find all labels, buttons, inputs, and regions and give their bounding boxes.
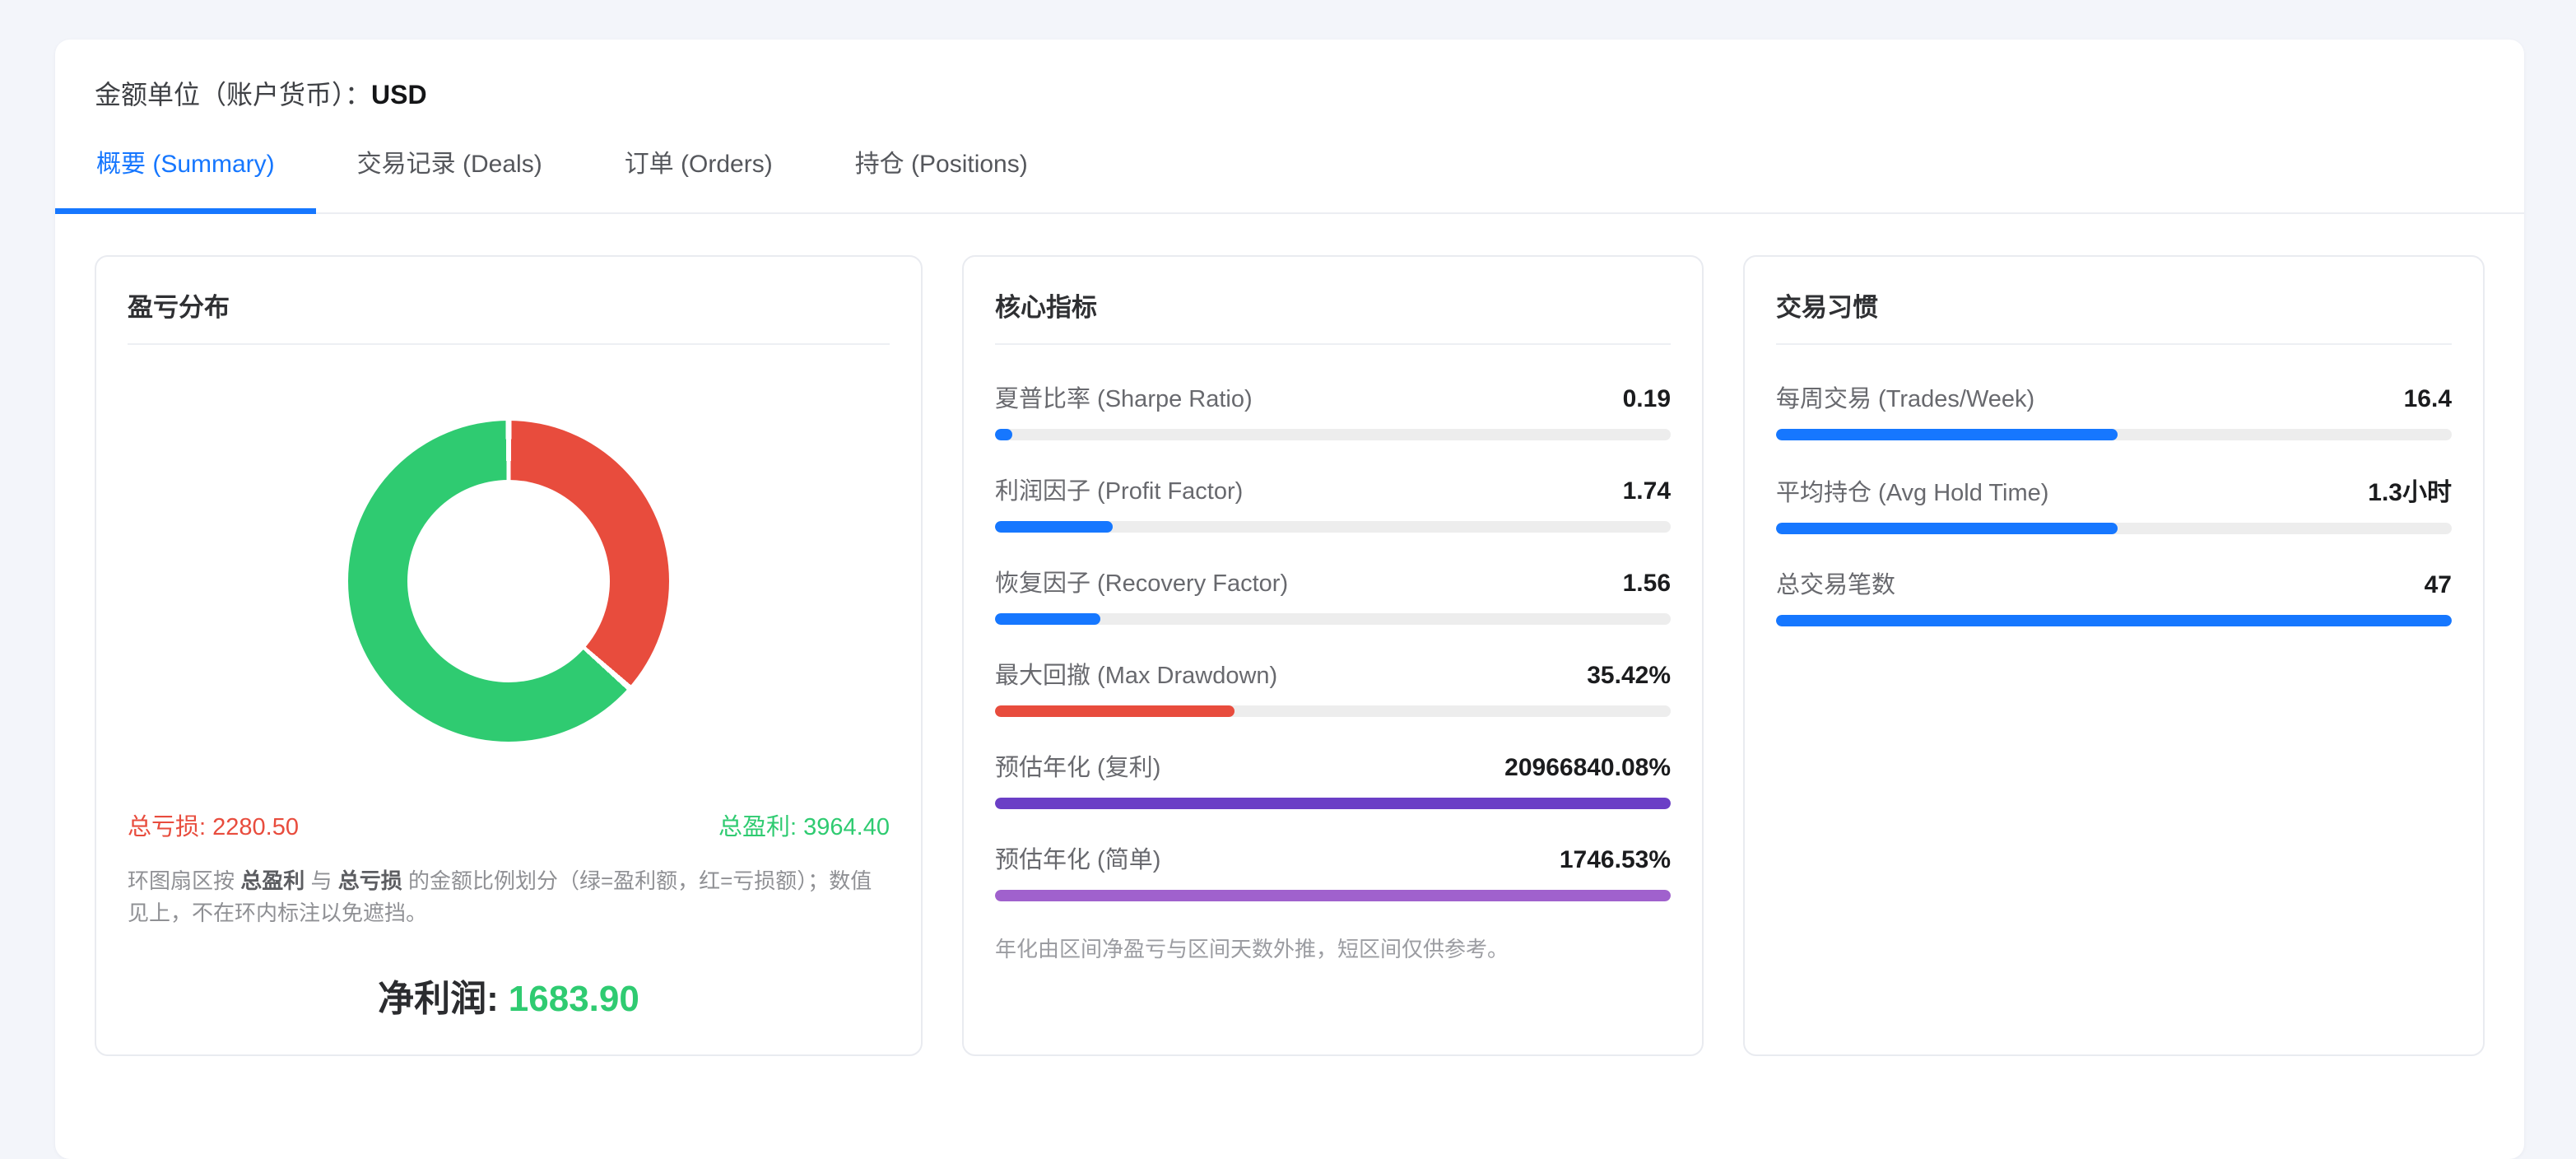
core-card-title: 核心指标: [995, 286, 1671, 323]
total-profit-label: 总盈利:: [718, 814, 797, 840]
metric-bar-fill: [995, 705, 1235, 717]
metric-row-avg-hold-time: 平均持仓 (Avg Hold Time) 1.3小时: [1776, 472, 2452, 534]
metric-row-sharpe-ratio: 夏普比率 (Sharpe Ratio) 0.19: [995, 379, 1671, 440]
metric-label: 最大回撤 (Max Drawdown): [995, 656, 1277, 691]
metric-bar-track: [995, 429, 1671, 440]
tab-positions[interactable]: 持仓 (Positions): [814, 132, 1069, 212]
metric-row-total-trades: 总交易笔数 47: [1776, 566, 2452, 626]
metric-bar-fill: [995, 613, 1100, 625]
pnl-note-text: 与: [305, 868, 337, 893]
metric-value: 1.3小时: [2368, 472, 2452, 508]
tab-orders[interactable]: 订单 (Orders): [584, 132, 814, 212]
pnl-distribution-card: 盈亏分布 总亏损: 2280.50 总盈利: 3964.40 环图扇区按 总盈利…: [95, 255, 923, 1056]
net-profit-label: 净利润:: [378, 979, 499, 1019]
habits-metrics-list: 每周交易 (Trades/Week) 16.4 平均持仓 (Avg Hold T…: [1776, 379, 2452, 626]
metric-bar-track: [995, 798, 1671, 809]
tab-summary[interactable]: 概要 (Summary): [55, 132, 316, 212]
metric-bar-fill: [1776, 523, 2118, 534]
core-metrics-card: 核心指标 夏普比率 (Sharpe Ratio) 0.19 利润因子 (Prof…: [962, 255, 1704, 1056]
total-profit: 总盈利: 3964.40: [718, 808, 890, 842]
currency-unit-value: USD: [371, 80, 427, 109]
divider: [128, 343, 890, 345]
metric-value: 1.74: [1623, 477, 1671, 505]
metric-row-annualized-simple: 预估年化 (简单) 1746.53%: [995, 840, 1671, 901]
total-loss-label: 总亏损:: [128, 814, 206, 840]
metric-bar-track: [1776, 523, 2452, 534]
pnl-card-title: 盈亏分布: [128, 286, 890, 323]
metric-bar-track: [995, 890, 1671, 901]
metric-bar-fill: [995, 429, 1012, 440]
metric-label: 利润因子 (Profit Factor): [995, 472, 1243, 506]
divider: [995, 343, 1671, 345]
currency-unit-label: 金额单位（账户货币）：: [95, 80, 371, 109]
summary-cards-row: 盈亏分布 总亏损: 2280.50 总盈利: 3964.40 环图扇区按 总盈利…: [55, 214, 2524, 1056]
metric-bar-fill: [1776, 615, 2452, 626]
metric-row-max-drawdown: 最大回撤 (Max Drawdown) 35.42%: [995, 656, 1671, 717]
metric-bar-track: [1776, 429, 2452, 440]
pnl-note-loss-term: 总亏损: [338, 868, 402, 893]
trading-habits-card: 交易习惯 每周交易 (Trades/Week) 16.4 平均持仓 (Avg H…: [1743, 255, 2485, 1056]
metric-value: 1.56: [1623, 570, 1671, 598]
annualized-note: 年化由区间净盈亏与区间天数外推，短区间仅供参考。: [995, 933, 1671, 963]
pnl-totals-row: 总亏损: 2280.50 总盈利: 3964.40: [128, 808, 890, 842]
metric-value: 0.19: [1623, 385, 1671, 413]
metric-bar-track: [995, 521, 1671, 533]
currency-unit-line: 金额单位（账户货币）：USD: [55, 40, 2524, 112]
metric-bar-fill: [1776, 429, 2118, 440]
pnl-note-profit-term: 总盈利: [240, 868, 305, 893]
total-profit-value: 3964.40: [803, 814, 890, 840]
tab-deals[interactable]: 交易记录 (Deals): [316, 132, 584, 212]
metric-value: 1746.53%: [1560, 846, 1671, 874]
metric-bar-fill: [995, 890, 1671, 901]
metric-label: 恢复因子 (Recovery Factor): [995, 564, 1288, 598]
metric-label: 预估年化 (简单): [995, 840, 1160, 875]
net-profit-line: 净利润:1683.90: [128, 969, 890, 1022]
metric-bar-track: [995, 613, 1671, 625]
total-loss: 总亏损: 2280.50: [128, 808, 299, 842]
metric-label: 每周交易 (Trades/Week): [1776, 379, 2034, 414]
divider: [1776, 343, 2452, 345]
metric-bar-fill: [995, 798, 1671, 809]
pnl-note-text: 环图扇区按: [128, 868, 240, 893]
metric-value: 20966840.08%: [1504, 754, 1671, 782]
metric-row-recovery-factor: 恢复因子 (Recovery Factor) 1.56: [995, 564, 1671, 625]
metric-row-trades-per-week: 每周交易 (Trades/Week) 16.4: [1776, 379, 2452, 440]
total-loss-value: 2280.50: [212, 814, 299, 840]
metric-bar-track: [1776, 615, 2452, 626]
metric-bar-track: [995, 705, 1671, 717]
habits-card-title: 交易习惯: [1776, 286, 2452, 323]
report-tabs: 概要 (Summary) 交易记录 (Deals) 订单 (Orders) 持仓…: [55, 132, 2524, 214]
metric-label: 夏普比率 (Sharpe Ratio): [995, 379, 1253, 414]
account-report-panel: 金额单位（账户货币）：USD 概要 (Summary) 交易记录 (Deals)…: [55, 40, 2524, 1159]
metric-row-annualized-compound: 预估年化 (复利) 20966840.08%: [995, 748, 1671, 809]
pnl-note: 环图扇区按 总盈利 与 总亏损 的金额比例划分（绿=盈利额，红=亏损额）；数值见…: [128, 865, 890, 929]
core-metrics-list: 夏普比率 (Sharpe Ratio) 0.19 利润因子 (Profit Fa…: [995, 379, 1671, 901]
metric-bar-fill: [995, 521, 1113, 533]
metric-row-profit-factor: 利润因子 (Profit Factor) 1.74: [995, 472, 1671, 533]
metric-label: 预估年化 (复利): [995, 748, 1160, 783]
metric-label: 总交易笔数: [1776, 566, 1895, 600]
pnl-donut-chart: [348, 421, 669, 742]
metric-label: 平均持仓 (Avg Hold Time): [1776, 473, 2048, 508]
metric-value: 16.4: [2404, 385, 2452, 413]
metric-value: 35.42%: [1587, 662, 1671, 690]
net-profit-value: 1683.90: [509, 979, 639, 1019]
metric-value: 47: [2425, 571, 2452, 599]
